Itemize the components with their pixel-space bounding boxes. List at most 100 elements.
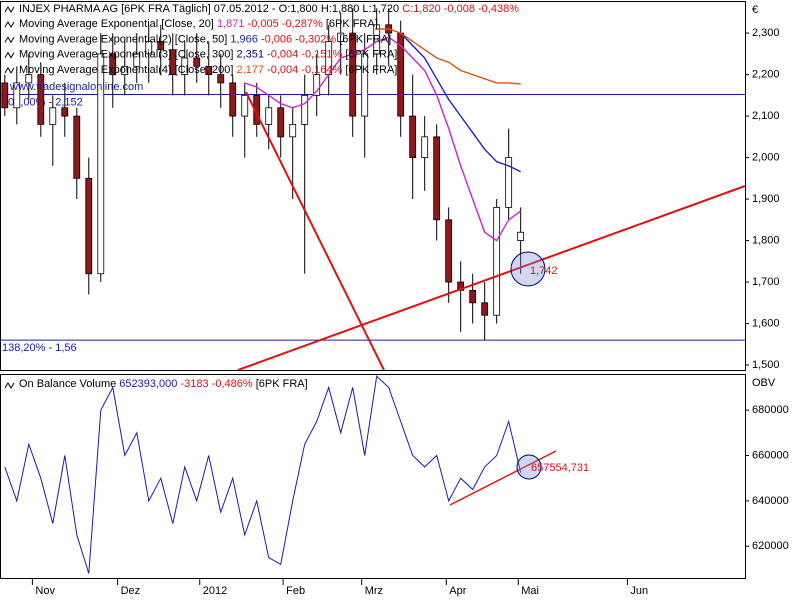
legend-name: Moving Average Exponential(3) [Close, 30… <box>19 49 233 61</box>
candle-body <box>481 302 489 316</box>
legend-name: Moving Average Exponential(4) [Close, 20… <box>19 64 233 76</box>
marker-circle <box>516 454 542 480</box>
candle-body <box>373 24 381 55</box>
candle-body <box>241 94 249 117</box>
legend-icon <box>4 6 15 13</box>
candle-body <box>97 53 105 275</box>
watermark: www.tradesignalonline.com <box>9 81 143 93</box>
x-tick-label: Mai <box>521 585 539 597</box>
candle-body <box>109 53 117 76</box>
candle-body <box>457 281 465 291</box>
candle-body <box>433 136 441 221</box>
legend-entry: On Balance Volume 652393,000 -3183 -0,48… <box>19 378 308 390</box>
legend-change: -0,004 -0,164% <box>267 64 342 76</box>
candle-body <box>157 41 165 51</box>
y-tick-label: 2,000 <box>752 151 780 163</box>
x-tick-label: Jun <box>630 585 648 597</box>
legend-value-label: 2,177 <box>237 64 265 76</box>
legend: INJEX PHARMA AG [6PK FRA Täglich] 07.05.… <box>4 3 519 390</box>
candle-body <box>349 32 357 117</box>
legend-icon <box>4 36 15 44</box>
candle-body <box>421 136 429 158</box>
y-tick-label: 2,100 <box>752 110 780 122</box>
candle-body <box>73 115 81 179</box>
candle-body <box>361 53 369 117</box>
legend-tag: [6PK FRA] <box>256 378 308 390</box>
legend-tag: [6PK FRA] <box>326 18 378 30</box>
candle-body <box>217 74 225 84</box>
candle-body <box>265 107 273 125</box>
legend-tag: [6PK FRA] <box>345 64 397 76</box>
title: INJEX PHARMA AG [6PK FRA Täglich] 07.05.… <box>19 3 519 15</box>
candle-body <box>493 206 501 316</box>
legend-icon <box>4 66 15 74</box>
candle-body <box>277 107 285 138</box>
legend-value-label: 1,966 <box>230 33 258 45</box>
candle-body <box>229 82 237 117</box>
legend-change: -3183 -0,486% <box>180 378 252 390</box>
legend-icon <box>4 382 15 389</box>
ema-line <box>244 36 522 242</box>
legend-entry: Moving Average Exponential [Close, 20] 1… <box>19 18 378 30</box>
candle-body <box>445 219 453 283</box>
annotation: 1,742 <box>530 265 558 277</box>
candle-body <box>313 74 321 96</box>
title-part: C:1,820 -0,008 -0,438% <box>402 3 519 15</box>
y-tick-label: 2,200 <box>752 69 780 81</box>
candle-body <box>289 123 297 138</box>
title-part: INJEX PHARMA AG [6PK FRA Täglich] 07.05.… <box>19 3 399 15</box>
price-panel <box>0 1 746 371</box>
y-tick-label: 1,600 <box>752 317 780 329</box>
y-tick-label: 1,500 <box>752 359 780 371</box>
obv-panel <box>0 374 746 579</box>
y-tick-label: 1,800 <box>752 234 780 246</box>
x-tick-label: Mrz <box>365 585 383 597</box>
plot-layer: 1,500 1,600 1,700 1,800 1,900 2,000 2,100 2,200… <box>0 8 789 597</box>
legend-name: Moving Average Exponential(2) [Close, 50… <box>19 33 227 45</box>
fib-label: 138,20% - 1,56 <box>2 342 77 354</box>
candle-body <box>61 107 69 117</box>
candle-body <box>1 82 9 109</box>
legend-tag: [6PK FRA] <box>345 49 397 61</box>
candle-body <box>13 82 21 109</box>
candle-body <box>505 157 513 208</box>
legend-change: -0,006 -0,302% <box>261 33 336 45</box>
legend-value: 652393,000 <box>119 378 177 390</box>
x-tick-label: Apr <box>449 585 466 597</box>
candle-body <box>37 74 45 125</box>
y-tick-label: 1,700 <box>752 276 780 288</box>
candle-body <box>181 57 189 76</box>
currency-label: € <box>752 4 758 16</box>
candle-body <box>85 177 93 275</box>
x-tick-label: Feb <box>286 585 305 597</box>
y-tick-label: 1,900 <box>752 193 780 205</box>
trend-line <box>237 185 746 371</box>
candle-body <box>145 41 153 55</box>
legend-icon <box>4 51 15 59</box>
x-tick-label: 2012 <box>203 585 227 597</box>
y-tick-label: 640000 <box>752 495 789 507</box>
legend-value-label: 1,871 <box>217 18 245 30</box>
candle-body <box>469 289 477 304</box>
legend-change: -0,005 -0,287% <box>248 18 323 30</box>
legend-tag: [6PK FRA] <box>339 33 391 45</box>
candle-body <box>169 49 177 76</box>
legend-value-label: 2,351 <box>237 49 265 61</box>
x-tick-label: Nov <box>35 585 55 597</box>
candle-body <box>193 57 201 67</box>
y-tick-label: 680000 <box>752 404 789 416</box>
candle-body <box>25 74 33 84</box>
x-tick-label: Dez <box>121 585 141 597</box>
candle-body <box>409 115 417 158</box>
trend-line <box>245 91 385 371</box>
candle-body <box>337 32 345 42</box>
legend-entry: Moving Average Exponential(3) [Close, 30… <box>19 49 397 61</box>
candle-body <box>133 53 141 67</box>
y-tick-label: 2,300 <box>752 27 780 39</box>
obv-line <box>4 375 522 574</box>
legend-name: On Balance Volume <box>19 378 116 390</box>
candle-body <box>205 65 213 76</box>
annotation: 657554,731 <box>531 462 589 474</box>
legend-entry: Moving Average Exponential(4) [Close, 20… <box>19 64 397 76</box>
legend-entry: Moving Average Exponential(2) [Close, 50… <box>19 33 391 45</box>
